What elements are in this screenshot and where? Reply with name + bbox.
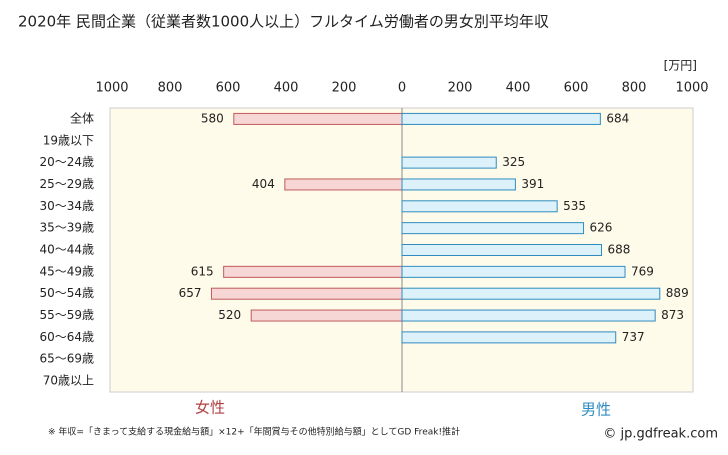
x-tick-label: 1000 bbox=[95, 81, 128, 96]
chart-title: 2020年 民間企業（従業者数1000人以上）フルタイム労働者の男女別平均年収 bbox=[18, 13, 549, 31]
x-tick-label: 200 bbox=[332, 81, 357, 96]
value-label: 520 bbox=[218, 308, 241, 322]
bar bbox=[223, 265, 403, 278]
value-label: 535 bbox=[563, 199, 586, 213]
value-label: 615 bbox=[191, 264, 214, 278]
y-tick-label: 65～69歳 bbox=[39, 352, 94, 366]
y-tick-label: 40～44歳 bbox=[39, 243, 94, 257]
y-tick-label: 20～24歳 bbox=[39, 155, 94, 169]
x-tick-label: 1000 bbox=[675, 81, 708, 96]
bar bbox=[210, 287, 403, 300]
value-label: 737 bbox=[622, 330, 645, 344]
footnote: ※ 年収=「きまって支給する現金給与額」×12+「年間賞与その他特別給与額」とし… bbox=[48, 426, 460, 438]
value-label: 688 bbox=[608, 243, 631, 257]
x-tick-label: 800 bbox=[158, 81, 183, 96]
y-tick-label: 19歳以下 bbox=[43, 133, 94, 147]
x-tick-label: 600 bbox=[564, 81, 589, 96]
bar bbox=[401, 200, 558, 213]
bar bbox=[401, 265, 626, 278]
value-label: 769 bbox=[631, 264, 654, 278]
y-tick-label: 45～49歳 bbox=[39, 264, 94, 278]
bar bbox=[284, 178, 403, 191]
x-tick-label: 400 bbox=[274, 81, 299, 96]
y-tick-label: 30～34歳 bbox=[39, 199, 94, 213]
x-tick-label: 800 bbox=[622, 81, 647, 96]
y-tick-label: 55～59歳 bbox=[39, 308, 94, 322]
bar bbox=[401, 222, 585, 235]
value-label: 873 bbox=[661, 308, 684, 322]
bar bbox=[401, 112, 601, 125]
bar bbox=[401, 331, 617, 344]
x-tick-label: 0 bbox=[398, 81, 406, 96]
bar bbox=[233, 112, 403, 125]
y-tick-label: 35～39歳 bbox=[39, 221, 94, 235]
value-label: 626 bbox=[590, 221, 613, 235]
y-tick-label: 全体 bbox=[70, 110, 94, 125]
value-label: 580 bbox=[201, 111, 224, 125]
bar bbox=[401, 309, 656, 322]
bar bbox=[401, 178, 516, 191]
bar bbox=[401, 244, 603, 256]
x-tick-label: 400 bbox=[506, 81, 531, 96]
legend-label: 女性 bbox=[195, 399, 225, 417]
y-tick-label: 50～54歳 bbox=[39, 286, 94, 300]
bar bbox=[401, 156, 497, 169]
y-tick-label: 70歳以上 bbox=[43, 374, 94, 388]
unit-label: [万円] bbox=[664, 59, 697, 73]
credit: © jp.gdfreak.com bbox=[603, 427, 718, 442]
value-label: 325 bbox=[502, 155, 525, 169]
bar bbox=[401, 287, 661, 300]
value-label: 657 bbox=[179, 286, 202, 300]
value-label: 391 bbox=[521, 177, 544, 191]
value-label: 684 bbox=[606, 111, 629, 125]
y-tick-label: 25～29歳 bbox=[39, 177, 94, 191]
x-tick-label: 200 bbox=[448, 81, 473, 96]
y-tick-label: 60～64歳 bbox=[39, 330, 94, 344]
x-tick-label: 600 bbox=[216, 81, 241, 96]
value-label: 404 bbox=[252, 177, 275, 191]
legend-label: 男性 bbox=[581, 401, 611, 419]
bar bbox=[250, 309, 403, 322]
value-label: 889 bbox=[666, 286, 689, 300]
